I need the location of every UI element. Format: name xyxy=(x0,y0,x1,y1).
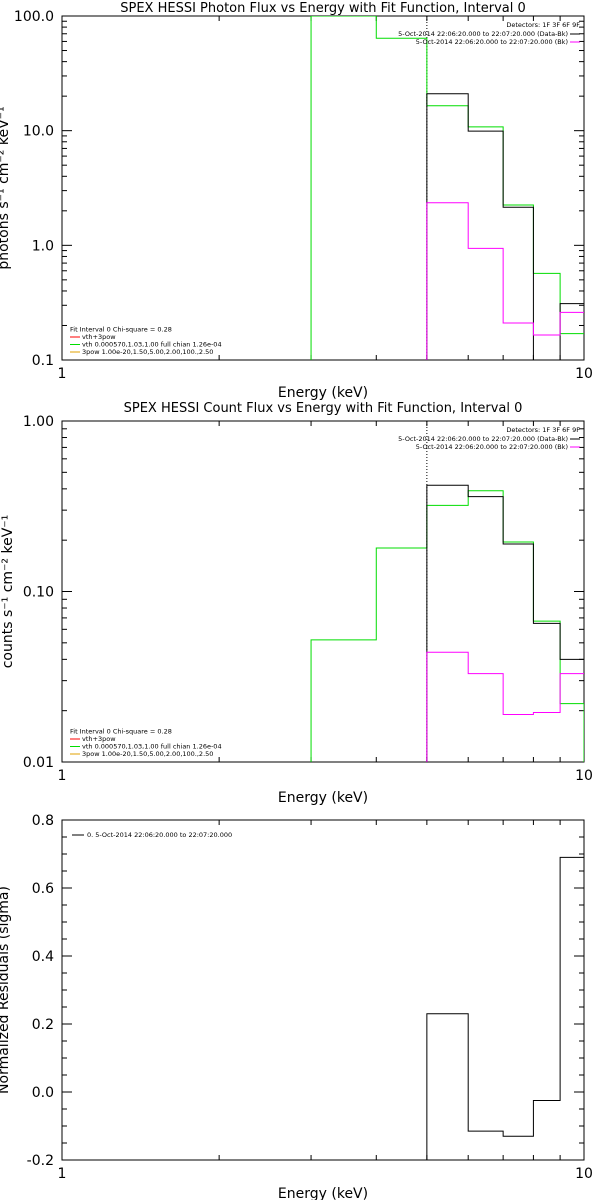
y-tick-label: 0.1 xyxy=(32,353,54,369)
x-axis-label: Energy (keV) xyxy=(278,1186,368,1200)
y-tick-label: 10.0 xyxy=(23,124,54,140)
x-axis-label: Energy (keV) xyxy=(278,385,368,401)
y-axis-label: photons s⁻¹ cm⁻² keV⁻¹ xyxy=(0,106,12,269)
plot-frame xyxy=(61,15,585,361)
x-tick-label: 10 xyxy=(575,768,593,784)
y-axis-label: counts s⁻¹ cm⁻² keV⁻¹ xyxy=(0,515,16,669)
y-tick-label: 0.10 xyxy=(23,585,54,601)
chart-3: Energy (keV) Normalized Residuals (sigma)… xyxy=(0,813,593,1200)
y-tick-label: -0.2 xyxy=(27,1153,54,1169)
x-tick-label: 1 xyxy=(58,768,67,784)
y-tick-label: 100.0 xyxy=(14,9,54,25)
x-tick-label: 10 xyxy=(575,366,593,382)
x-tick-label: 1 xyxy=(58,1166,67,1182)
chart-title: SPEX HESSI Count Flux vs Energy with Fit… xyxy=(124,401,523,416)
detectors-label: Detectors: 1F 3F 6F 9F xyxy=(506,426,580,434)
legend-right-text: 5-Oct-2014 22:06:20.000 to 22:07:20.000 … xyxy=(416,443,568,451)
legend-right-text: 5-Oct-2014 22:06:20.000 to 22:07:20.000 … xyxy=(398,30,568,38)
plot-frame xyxy=(61,819,585,1161)
x-tick-label: 10 xyxy=(575,1166,593,1182)
plot-frame xyxy=(61,420,585,763)
series-step-line-2 xyxy=(426,484,584,762)
legend-top-text: 0. 5-Oct-2014 22:06:20.000 to 22:07:20.0… xyxy=(87,831,232,839)
legend-left-text: 3pow 1.00e-20,1.50,5.00,2.00,100.,2.50 xyxy=(82,348,213,356)
y-tick-label: 0.8 xyxy=(32,813,54,829)
legend-right-text: 5-Oct-2014 22:06:20.000 to 22:07:20.000 … xyxy=(398,435,568,443)
data-area xyxy=(310,16,584,360)
chart-title: SPEX HESSI Photon Flux vs Energy with Fi… xyxy=(120,1,526,16)
chart-1: SPEX HESSI Photon Flux vs Energy with Fi… xyxy=(0,1,593,401)
legend-left-text: vth+3pow xyxy=(82,735,116,743)
legend-left-text: 3pow 1.00e-20,1.50,5.00,2.00,100.,2.50 xyxy=(82,750,213,758)
legend-left-text: vth 0.000570,1.03,1.00 full chian 1.26e-… xyxy=(82,341,222,349)
x-axis-label: Energy (keV) xyxy=(278,790,368,806)
chart-2: SPEX HESSI Count Flux vs Energy with Fit… xyxy=(0,401,593,806)
y-tick-label: 0.6 xyxy=(32,881,54,897)
y-tick-label: 0.01 xyxy=(23,755,54,771)
detectors-label: Detectors: 1F 3F 6F 9F xyxy=(506,21,580,29)
data-area xyxy=(426,856,584,1160)
series-step-line-3 xyxy=(426,202,584,360)
y-tick-label: 1.00 xyxy=(23,414,54,430)
legend-right-text: 5-Oct-2014 22:06:20.000 to 22:07:20.000 … xyxy=(416,38,568,46)
legend-left-text: vth+3pow xyxy=(82,333,116,341)
series-step-line-3 xyxy=(426,651,584,762)
legend-left-text: Fit Interval 0 Chi-square = 0.28 xyxy=(70,728,172,736)
y-tick-label: 1.0 xyxy=(32,238,54,254)
y-tick-label: 0.2 xyxy=(32,1017,54,1033)
series-step-line-1 xyxy=(310,490,584,762)
y-axis-label: Normalized Residuals (sigma) xyxy=(0,886,12,1094)
y-tick-label: 0.0 xyxy=(32,1085,54,1101)
series-step-line-1 xyxy=(426,856,584,1160)
series-step-line-1 xyxy=(310,16,584,360)
y-tick-label: 0.4 xyxy=(32,949,54,965)
x-tick-label: 1 xyxy=(58,366,67,382)
legend-left-text: Fit Interval 0 Chi-square = 0.28 xyxy=(70,326,172,334)
legend-left-text: vth 0.000570,1.03,1.00 full chian 1.26e-… xyxy=(82,743,222,751)
data-area xyxy=(310,421,584,762)
series-step-line-2 xyxy=(426,93,584,360)
